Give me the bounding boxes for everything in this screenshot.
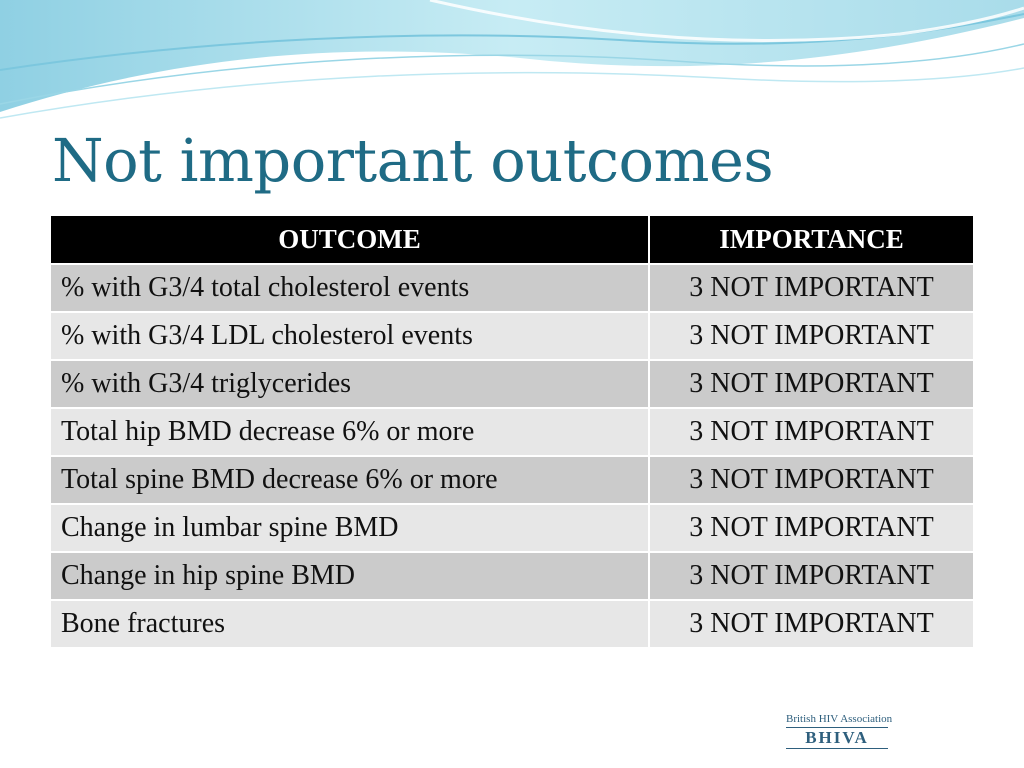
column-header-outcome: OUTCOME (51, 216, 650, 265)
bhiva-logo: British HIV Association BHIVA (786, 712, 892, 754)
importance-cell: 3 NOT IMPORTANT (649, 504, 973, 553)
table-header-row: OUTCOME IMPORTANCE (51, 216, 973, 265)
outcomes-table: OUTCOME IMPORTANCE % with G3/4 total cho… (51, 216, 973, 649)
outcome-cell: Bone fractures (51, 600, 650, 649)
logo-acronym: BHIVA (786, 728, 888, 749)
table-row: % with G3/4 LDL cholesterol events 3 NOT… (51, 312, 973, 361)
table-row: % with G3/4 total cholesterol events 3 N… (51, 264, 973, 313)
table-row: Bone fractures 3 NOT IMPORTANT (51, 600, 973, 649)
column-header-importance: IMPORTANCE (649, 216, 973, 265)
table-row: Change in lumbar spine BMD 3 NOT IMPORTA… (51, 504, 973, 553)
outcome-cell: Total hip BMD decrease 6% or more (51, 408, 650, 457)
outcome-cell: % with G3/4 total cholesterol events (51, 264, 650, 313)
table-row: % with G3/4 triglycerides 3 NOT IMPORTAN… (51, 360, 973, 409)
outcome-cell: % with G3/4 LDL cholesterol events (51, 312, 650, 361)
outcome-cell: Change in hip spine BMD (51, 552, 650, 601)
importance-cell: 3 NOT IMPORTANT (649, 408, 973, 457)
outcome-cell: Change in lumbar spine BMD (51, 504, 650, 553)
importance-cell: 3 NOT IMPORTANT (649, 552, 973, 601)
importance-cell: 3 NOT IMPORTANT (649, 456, 973, 505)
importance-cell: 3 NOT IMPORTANT (649, 312, 973, 361)
importance-cell: 3 NOT IMPORTANT (649, 600, 973, 649)
outcome-cell: % with G3/4 triglycerides (51, 360, 650, 409)
slide-title: Not important outcomes (52, 126, 774, 195)
outcome-cell: Total spine BMD decrease 6% or more (51, 456, 650, 505)
table-row: Total hip BMD decrease 6% or more 3 NOT … (51, 408, 973, 457)
table-row: Change in hip spine BMD 3 NOT IMPORTANT (51, 552, 973, 601)
importance-cell: 3 NOT IMPORTANT (649, 264, 973, 313)
header-swoosh-decoration (0, 0, 1024, 119)
importance-cell: 3 NOT IMPORTANT (649, 360, 973, 409)
logo-organisation-name: British HIV Association (786, 712, 892, 728)
table-row: Total spine BMD decrease 6% or more 3 NO… (51, 456, 973, 505)
